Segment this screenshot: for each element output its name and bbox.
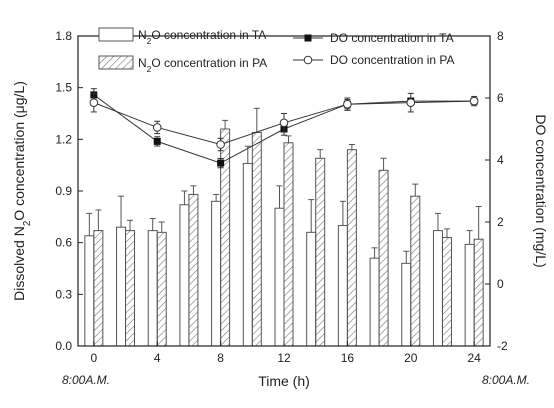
bar-pa <box>156 231 167 347</box>
legend-label-pa-line: DO concentration in PA <box>330 53 455 67</box>
bar-ta <box>274 207 285 347</box>
legend-label-ta-bar: N2O concentration in TA <box>138 28 266 46</box>
x-tick-label: 0 <box>91 351 98 365</box>
legend-swatch-ta-bar <box>98 27 134 42</box>
y-left-tick-label: 0.6 <box>55 236 72 250</box>
bar-pa <box>188 193 199 347</box>
bar-pa <box>441 237 452 347</box>
time-note-start: 8:00A.M. <box>62 373 110 387</box>
bar-ta <box>116 226 127 347</box>
bar-pa <box>251 131 262 347</box>
bar-pa <box>378 169 389 347</box>
y-right-tick-label: 6 <box>497 91 504 105</box>
bar-pa <box>283 142 294 347</box>
lines-layer <box>89 88 479 169</box>
y-left-tick-label: 0.0 <box>55 339 72 353</box>
time-note-end: 8:00A.M. <box>482 373 530 387</box>
y-left-tick-label: 0.3 <box>55 287 72 301</box>
y-left-tick-label: 0.9 <box>55 184 72 198</box>
do-pa-point <box>343 99 352 109</box>
do-pa-point <box>152 123 162 132</box>
bar-ta <box>432 230 443 347</box>
y-right-tick-label: 2 <box>497 215 504 229</box>
bar-ta <box>401 262 412 347</box>
legend-swatch-pa-bar <box>98 55 134 70</box>
x-tick-label: 4 <box>154 351 161 365</box>
bar-pa <box>346 149 357 347</box>
legend-marker-pa <box>303 55 313 65</box>
bar-ta <box>211 200 222 347</box>
x-tick-label: 16 <box>341 351 355 365</box>
x-tick-label: 8 <box>217 351 224 365</box>
x-axis-title: Time (h) <box>258 373 310 389</box>
do-pa-point <box>216 140 225 149</box>
bar-pa <box>125 230 136 347</box>
bar-ta <box>369 257 380 347</box>
legend-marker-ta <box>304 34 312 42</box>
y-right-axis-title: DO concentration (mg/L) <box>533 114 549 267</box>
do-pa-point <box>89 98 99 107</box>
bar-ta <box>337 224 348 347</box>
y-right-tick-label: 0 <box>497 277 504 291</box>
bar-pa <box>315 157 326 347</box>
do-pa-point <box>469 96 479 106</box>
do-ta-point <box>153 137 161 145</box>
x-tick-label: 24 <box>467 351 481 365</box>
do-ta-point <box>217 159 225 167</box>
bar-ta <box>179 204 190 347</box>
y-right-tick-label: 8 <box>497 29 504 43</box>
legend: N2O concentration in TA N2O concentration… <box>98 27 455 74</box>
y-left-axis-title: Dissolved N2O concentration (μg/L) <box>11 81 33 301</box>
bar-ta <box>306 231 317 347</box>
do-pa-point <box>279 118 289 128</box>
y-right-tick-label: 4 <box>497 153 504 167</box>
y-left-tick-label: 1.2 <box>55 132 72 146</box>
bar-pa <box>93 230 104 347</box>
bar-ta <box>84 235 95 347</box>
bar-ta <box>242 162 253 347</box>
bar-pa <box>410 195 421 347</box>
y-left-tick-label: 1.5 <box>55 81 72 95</box>
y-left-tick-label: 1.8 <box>55 29 72 43</box>
x-tick-label: 12 <box>277 351 291 365</box>
bar-pa <box>473 238 484 347</box>
bar-ta <box>464 243 475 347</box>
bars-layer <box>84 107 484 347</box>
legend-label-pa-bar: N2O concentration in PA <box>138 56 267 74</box>
legend-label-ta-line: DO concentration in TA <box>330 31 454 45</box>
bar-ta <box>147 230 158 347</box>
x-tick-label: 20 <box>404 351 418 365</box>
do-pa-point <box>406 98 416 107</box>
y-right-tick-label: -2 <box>497 339 508 353</box>
